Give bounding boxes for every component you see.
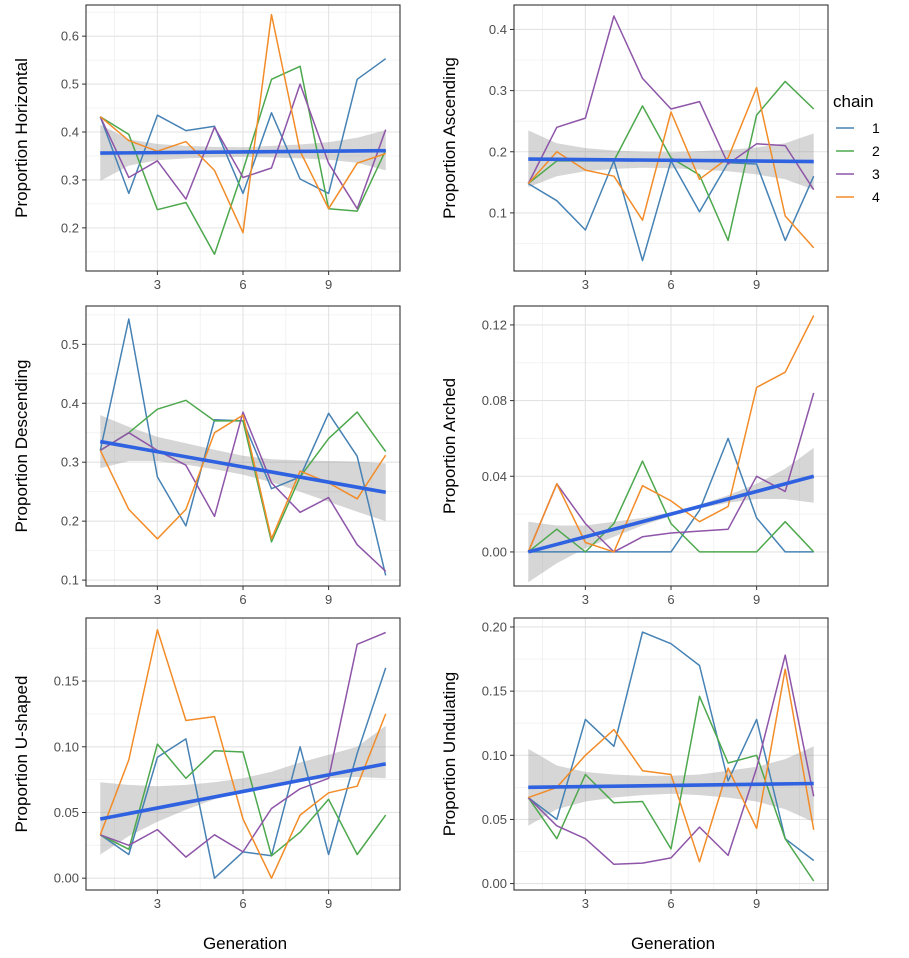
- trend-line: [100, 148, 386, 155]
- x-tick-label: 3: [582, 277, 589, 292]
- y-tick-label: 0.00: [54, 871, 79, 886]
- x-tick-label: 3: [154, 896, 161, 911]
- panel-plot-area: [527, 631, 815, 882]
- y-tick-label: 0.08: [482, 393, 507, 408]
- series-line-chain-2: [99, 65, 387, 255]
- y-tick-label: 0.2: [489, 144, 507, 159]
- y-tick-label: 0.05: [482, 812, 507, 827]
- series-line-chain-1: [527, 631, 815, 862]
- y-tick-label: 0.05: [54, 805, 79, 820]
- y-tick-label: 0.10: [482, 748, 507, 763]
- y-axis-title: Proportion Undulating: [440, 672, 459, 836]
- trend-line: [528, 157, 814, 164]
- y-tick-label: 0.15: [482, 684, 507, 699]
- series-line-chain-1: [528, 437, 814, 553]
- series-line-chain-3: [99, 411, 387, 572]
- x-axis-title-left: Generation: [203, 934, 287, 953]
- legend: chain 1 2 3 4: [833, 92, 880, 205]
- x-tick-label: 6: [239, 592, 246, 607]
- x-tick-label: 3: [582, 592, 589, 607]
- series-line-chain-4: [99, 629, 387, 879]
- y-axis-title: Proportion Arched: [440, 378, 459, 514]
- trend-line: [527, 474, 815, 554]
- panel-plot-area: [99, 13, 387, 255]
- y-tick-label: 0.10: [54, 739, 79, 754]
- trend-line: [99, 439, 387, 495]
- panel-ascending: 0.1 0.2 0.3 0.4 3 6 9 Proportion Ascending: [440, 4, 829, 292]
- x-tick-label: 6: [239, 896, 246, 911]
- x-axis-title-right: Generation: [631, 934, 715, 953]
- x-tick-label: 3: [582, 896, 589, 911]
- x-tick-label: 9: [325, 896, 332, 911]
- panel-arched: 0.00 0.04 0.08 0.12 3 6 9 Proportion Arched: [440, 305, 829, 607]
- series-line-chain-3: [527, 392, 815, 553]
- legend-label-chain-1: 1: [872, 120, 880, 136]
- y-tick-label: 0.1: [61, 573, 79, 588]
- panel-plot-area: [527, 15, 815, 262]
- y-tick-label: 0.5: [61, 77, 79, 92]
- series-line-chain-3: [99, 83, 387, 210]
- series-line-chain-4: [528, 668, 815, 863]
- series-line-chain-4: [99, 414, 387, 540]
- legend-label-chain-2: 2: [872, 143, 880, 159]
- legend-label-chain-3: 3: [872, 166, 880, 182]
- y-tick-label: 0.4: [61, 396, 79, 411]
- series-line-chain-2: [99, 743, 387, 857]
- y-tick-label: 0.00: [482, 544, 507, 559]
- x-tick-label: 3: [154, 592, 161, 607]
- legend-title: chain: [833, 92, 874, 111]
- y-tick-label: 0.6: [61, 29, 79, 44]
- y-tick-label: 0.04: [482, 469, 507, 484]
- y-axis-title: Proportion Ascending: [440, 57, 459, 219]
- y-tick-label: 0.00: [482, 876, 507, 891]
- series-line-chain-2: [99, 399, 387, 543]
- x-tick-label: 9: [753, 277, 760, 292]
- trend-line: [528, 781, 814, 790]
- series-line-chain-4: [527, 315, 815, 553]
- y-tick-label: 0.4: [489, 22, 507, 37]
- x-tick-label: 6: [667, 277, 674, 292]
- series-line-chain-4: [99, 13, 386, 234]
- y-tick-label: 0.15: [54, 674, 79, 689]
- x-tick-label: 6: [667, 592, 674, 607]
- y-tick-label: 0.20: [482, 619, 507, 634]
- x-tick-label: 3: [154, 277, 161, 292]
- x-tick-label: 9: [753, 896, 760, 911]
- series-line-chain-3: [527, 15, 815, 191]
- x-tick-label: 6: [239, 277, 246, 292]
- series-line-chain-2: [527, 460, 815, 553]
- y-tick-label: 0.2: [61, 220, 79, 235]
- panel-plot-area: [99, 629, 387, 879]
- series-line-chain-4: [527, 86, 815, 249]
- y-axis-title: Proportion Descending: [12, 360, 31, 533]
- series-line-chain-3: [100, 631, 386, 858]
- y-tick-label: 0.4: [61, 125, 79, 140]
- x-tick-label: 9: [753, 592, 760, 607]
- x-tick-label: 9: [325, 277, 332, 292]
- panel-plot-area: [99, 318, 387, 576]
- x-tick-label: 9: [325, 592, 332, 607]
- legend-label-chain-4: 4: [872, 189, 880, 205]
- y-axis-title: Proportion U-shaped: [12, 676, 31, 833]
- panel-undulating: 0.00 0.05 0.10 0.15 0.20 3 6 9 Proportion Undula…: [440, 617, 829, 911]
- series-line-chain-1: [99, 58, 387, 195]
- y-tick-label: 0.12: [482, 317, 507, 332]
- y-tick-label: 0.3: [489, 83, 507, 98]
- panel-descending: 0.1 0.2 0.3 0.4 0.5 3 6 9 Proportion Descending: [12, 305, 401, 607]
- y-tick-label: 0.1: [489, 205, 507, 220]
- y-tick-label: 0.3: [61, 172, 79, 187]
- y-tick-label: 0.2: [61, 514, 79, 529]
- series-line-chain-3: [527, 654, 815, 866]
- panel-ushaped: 0.00 0.05 0.10 0.15 3 6 9 Proportion U-shaped: [12, 617, 401, 911]
- x-tick-label: 6: [667, 896, 674, 911]
- y-tick-label: 0.5: [61, 337, 79, 352]
- panel-plot-area: [527, 315, 815, 583]
- panel-horizontal: 0.2 0.3 0.4 0.5 0.6 3 6 9 Proportion Horizontal: [12, 4, 401, 292]
- y-tick-label: 0.3: [61, 455, 79, 470]
- y-axis-title: Proportion Horizontal: [12, 58, 31, 218]
- trend-line: [99, 762, 387, 821]
